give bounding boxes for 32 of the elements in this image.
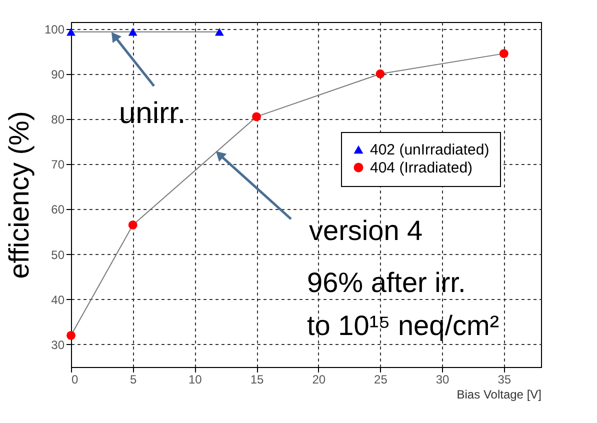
x-tick-label: 15 (250, 372, 264, 386)
annotation: unirr. (119, 97, 186, 130)
point (214, 28, 224, 36)
y-axis-title: efficiency (%) (3, 111, 34, 279)
legend-label: 402 (unIrradiated) (370, 142, 490, 158)
y-tick-label: 100 (44, 22, 65, 36)
y-tick-label: 60 (51, 202, 65, 217)
y-tick-label: 50 (51, 248, 65, 262)
x-axis-title: Bias Voltage [V] (456, 388, 542, 402)
point (128, 220, 138, 230)
point (66, 28, 76, 36)
y-tick-label: 30 (51, 338, 65, 352)
point (252, 112, 261, 122)
y-tick-label: 40 (51, 292, 65, 307)
annotation: to 10¹⁵ neq/cm² (307, 310, 500, 341)
point (128, 28, 138, 36)
x-tick-label: 10 (188, 372, 202, 386)
point (376, 69, 385, 78)
y-tick-label: 80 (51, 112, 65, 126)
annotation: 96% after irr. (307, 267, 466, 298)
y-tick-label: 90 (51, 67, 65, 82)
x-tick-label: 5 (130, 372, 137, 386)
x-tick-label: 30 (436, 372, 450, 386)
legend-label: 404 (Irradiated) (370, 160, 473, 176)
x-tick-label: 25 (374, 372, 388, 386)
point (66, 330, 76, 340)
x-tick-label: 0 (72, 372, 78, 386)
point (499, 49, 508, 58)
x-tick-label: 35 (498, 372, 512, 386)
annotation: version 4 (309, 215, 423, 246)
x-tick-label: 20 (312, 372, 326, 386)
y-tick-label: 70 (51, 158, 65, 172)
